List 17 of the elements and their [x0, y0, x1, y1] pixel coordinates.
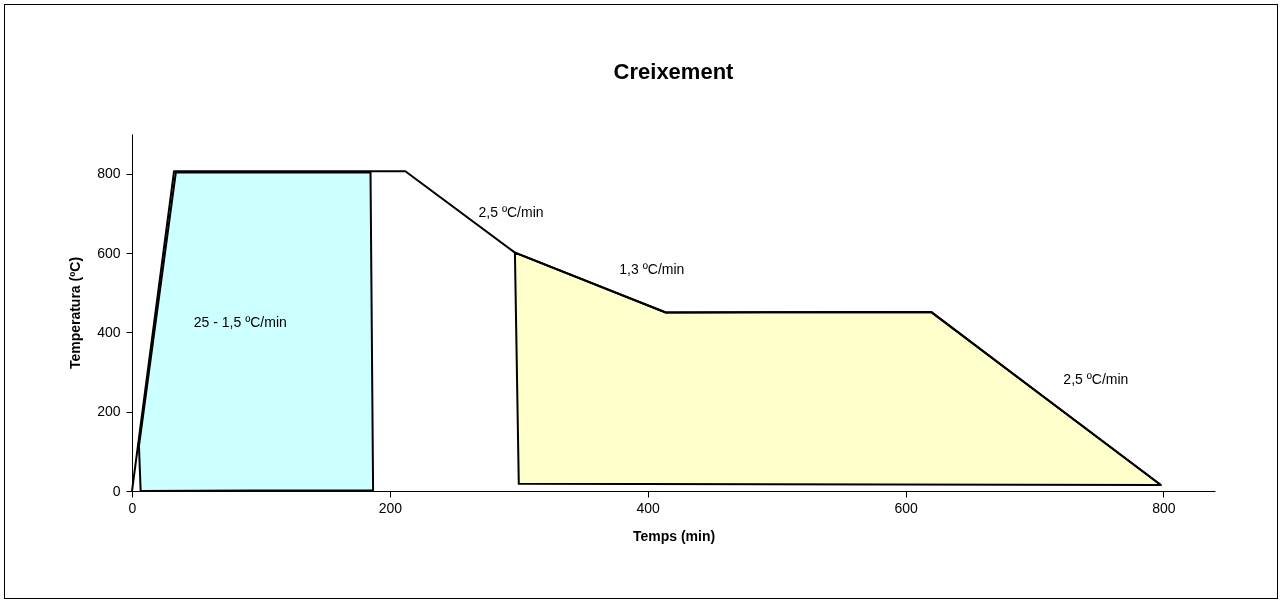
chart-title: Creixement	[613, 59, 735, 84]
x-tick-label: 800	[1152, 499, 1176, 516]
annotation: 1,3 ºC/min	[619, 260, 685, 277]
annotation: 2,5 ºC/min	[1063, 371, 1129, 388]
y-tick-label: 0	[112, 482, 121, 499]
x-tick-label: 0	[128, 499, 137, 516]
y-tick-label: 200	[97, 403, 121, 420]
x-tick-label: 400	[636, 499, 661, 516]
y-tick-label: 600	[97, 244, 121, 261]
y-tick-label: 800	[97, 165, 121, 182]
annotation: 2,5 ºC/min	[478, 203, 544, 220]
x-axis-title: Temps (min)	[632, 527, 716, 544]
annotation: 25 - 1,5 ºC/min	[193, 314, 287, 331]
y-axis-title: Temperatura (ºC)	[67, 256, 84, 370]
y-tick-label: 400	[97, 323, 121, 340]
x-tick-label: 600	[894, 499, 918, 516]
x-tick-label: 200	[378, 499, 403, 516]
